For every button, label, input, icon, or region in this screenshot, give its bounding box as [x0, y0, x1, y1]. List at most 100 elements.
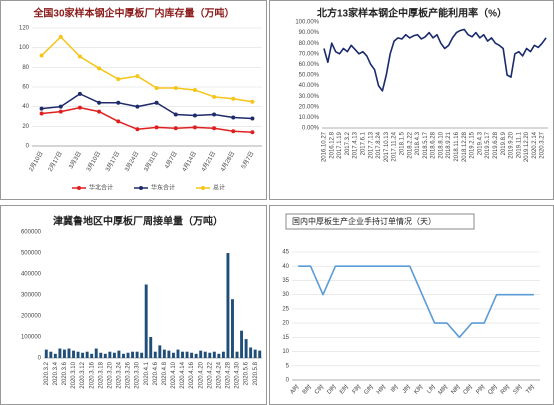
marker — [58, 104, 63, 109]
x-tick-label: 2020.4.10 — [171, 361, 177, 388]
x-tick-label: A时 — [288, 383, 301, 396]
line — [41, 93, 253, 120]
x-tick-label: 2020.3.18 — [98, 361, 104, 388]
x-tick-label: 2016.12.8 — [329, 131, 335, 158]
bar — [126, 352, 130, 358]
panel-border — [269, 205, 554, 405]
y-tick-label: 15 — [282, 335, 289, 341]
y-tick-label: 50.00% — [299, 73, 320, 79]
x-tick-label: 2019.12.20 — [524, 131, 530, 162]
x-tick-label: 2016.10.27 — [322, 131, 328, 162]
bar — [144, 284, 148, 358]
marker — [250, 116, 255, 121]
bar — [208, 352, 212, 358]
y-tick-label: 70.00% — [299, 51, 320, 57]
x-tick-label: H时 — [375, 383, 388, 396]
x-tick-label: S时 — [511, 383, 524, 396]
x-tick-label: C时 — [313, 383, 326, 396]
title-box — [285, 213, 475, 230]
x-tick-label: E时 — [338, 383, 351, 396]
bar — [140, 352, 144, 358]
x-tick-label: 2月10日 — [28, 150, 45, 173]
y-tick-label: 40.00% — [299, 83, 320, 89]
bar — [108, 351, 112, 358]
y-tick-label: 60 — [22, 85, 29, 91]
marker — [77, 91, 82, 96]
marker — [212, 126, 217, 131]
x-tick-label: Q时 — [486, 383, 499, 396]
x-tick-label: 2019.5.17 — [485, 131, 491, 158]
bar — [226, 253, 230, 358]
legend-label: 华北合计 — [89, 184, 113, 192]
marker — [97, 100, 102, 105]
marker — [192, 125, 197, 130]
bar — [58, 348, 62, 358]
bar — [258, 350, 262, 358]
bar — [81, 352, 85, 358]
x-tick-label: 2020.5.8 — [253, 361, 259, 385]
bar — [76, 351, 80, 358]
bar — [203, 351, 207, 358]
bar — [253, 349, 257, 358]
x-tick-label: 2017.7.13 — [368, 131, 374, 158]
y-tick-label: 25 — [282, 306, 289, 312]
bar — [112, 352, 116, 358]
x-tick-label: 2020.3.26 — [126, 361, 132, 388]
marker — [212, 112, 217, 117]
marker — [231, 129, 236, 134]
marker — [39, 106, 44, 111]
bar — [181, 351, 184, 358]
x-tick-label: 2017.3.2 — [345, 131, 351, 155]
legend-marker — [201, 186, 205, 190]
x-tick-label: 2019.11.1 — [516, 131, 522, 158]
y-tick-label: 80.00% — [299, 41, 320, 47]
x-tick-label: 2019.4.3 — [477, 131, 483, 155]
bar — [153, 351, 157, 358]
bar — [99, 352, 103, 358]
bar — [85, 351, 89, 358]
marker — [231, 96, 236, 101]
y-tick-label: 300000 — [21, 293, 42, 299]
bar — [67, 348, 71, 358]
bar — [72, 350, 75, 358]
x-tick-label: G时 — [362, 383, 375, 396]
marker — [116, 77, 121, 82]
marker — [192, 87, 197, 92]
legend-label: 总计 — [213, 184, 225, 192]
x-tick-label: 2019.6.28 — [493, 131, 499, 158]
x-tick-label: T时 — [524, 383, 536, 395]
chart-title: 全国30家样本钢企中厚板厂内库存量（万吨） — [32, 7, 234, 20]
y-tick-label: 10 — [282, 349, 289, 355]
y-tick-label: 30.00% — [299, 94, 320, 100]
x-tick-label: K时 — [412, 383, 425, 396]
x-tick-label: 2020.3.30 — [135, 361, 141, 388]
x-tick-label: 2018.4.3 — [415, 131, 421, 155]
x-tick-label: 2020.3.10 — [71, 361, 77, 388]
bar — [190, 352, 194, 358]
y-tick-label: 400000 — [21, 272, 42, 278]
x-tick-label: 2020.3.20 — [107, 361, 113, 388]
y-tick-label: 0.00% — [302, 126, 320, 132]
x-tick-label: 2018.5.17 — [423, 131, 429, 158]
marker — [173, 112, 178, 117]
marker — [135, 127, 140, 132]
marker — [116, 100, 121, 105]
x-tick-label: 2020.2.14 — [532, 131, 538, 158]
x-tick-label: 5月7日 — [240, 150, 255, 170]
marker — [135, 74, 140, 79]
bar — [149, 337, 153, 358]
x-tick-label: 2020.5.6 — [244, 361, 250, 385]
marker — [250, 99, 255, 104]
bar — [240, 330, 244, 358]
y-tick-label: 0 — [286, 378, 290, 384]
bar — [176, 349, 180, 358]
x-tick-label: 2020.4.14 — [180, 361, 186, 388]
x-tick-label: R时 — [499, 383, 512, 396]
x-tick-label: 2019.2.15 — [470, 131, 476, 158]
x-tick-label: 2017.4.13 — [353, 131, 359, 158]
marker — [250, 130, 255, 135]
line — [41, 106, 253, 133]
x-tick-label: 2018.1.5 — [399, 131, 405, 155]
bar — [212, 351, 216, 358]
